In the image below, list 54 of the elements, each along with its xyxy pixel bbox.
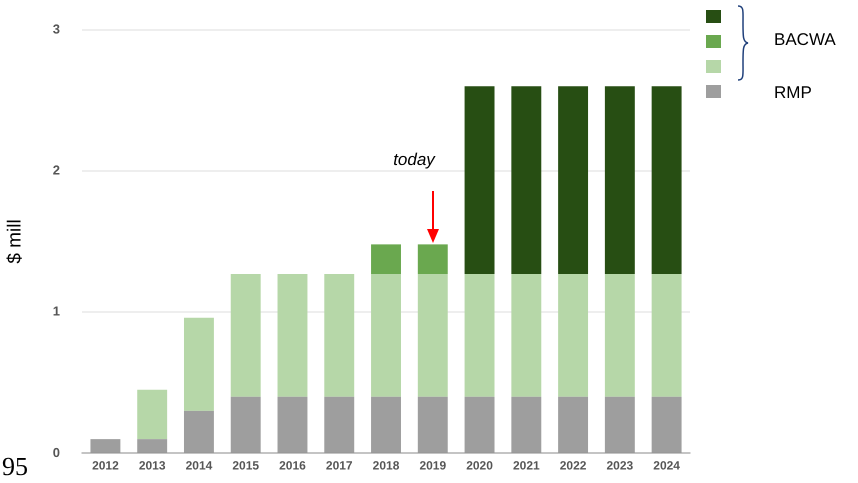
bar [418,396,448,453]
bar [604,86,635,274]
bar [511,274,542,397]
bar [511,86,542,274]
x-tick-label: 2020 [466,458,494,473]
y-tick-label: 1 [52,304,60,319]
bar [371,274,401,397]
bar [371,396,401,453]
x-tick-label: 2021 [512,458,540,473]
bar [652,274,682,397]
text: 95 [2,452,28,482]
x-tick-label: 2015 [232,458,260,473]
bar [278,274,308,397]
bar [558,86,588,274]
bar [652,396,682,453]
x-tick-label: 2016 [279,458,306,473]
bar [464,86,495,274]
x-tick-label: 2017 [326,458,353,473]
bar [230,274,261,397]
y-tick-label: 0 [52,444,60,460]
annotation: today [392,150,436,170]
bar [324,274,354,397]
x-tick-label: 2022 [560,458,587,473]
bar [418,244,448,274]
bar [558,274,588,397]
bar [464,274,495,397]
bar [604,396,635,453]
y-tick-label: 2 [52,162,60,178]
y-tick-label: 3 [52,21,60,36]
bar [90,439,120,453]
bar [464,396,495,453]
x-tick-label: 2019 [419,458,446,473]
bar [511,396,542,453]
bar [418,274,448,397]
bar [371,244,401,274]
bar [324,396,354,453]
text: RMP [774,83,812,103]
x-tick-label: 2014 [186,458,213,473]
bar [230,396,261,453]
y-axis-title: $ mill [4,219,26,264]
bar [137,439,168,453]
bar [558,396,588,453]
x-tick-label: 2013 [138,458,166,473]
bar [184,318,214,411]
x-tick-label: 2018 [372,458,400,473]
bar [604,274,635,397]
bar [652,86,682,274]
bar [278,396,308,453]
x-tick-label: 2012 [92,458,120,473]
bar [184,410,214,453]
x-tick-label: 2024 [653,458,680,473]
text: BACWA [774,30,836,50]
bar [137,390,168,440]
x-tick-label: 2023 [606,458,634,473]
